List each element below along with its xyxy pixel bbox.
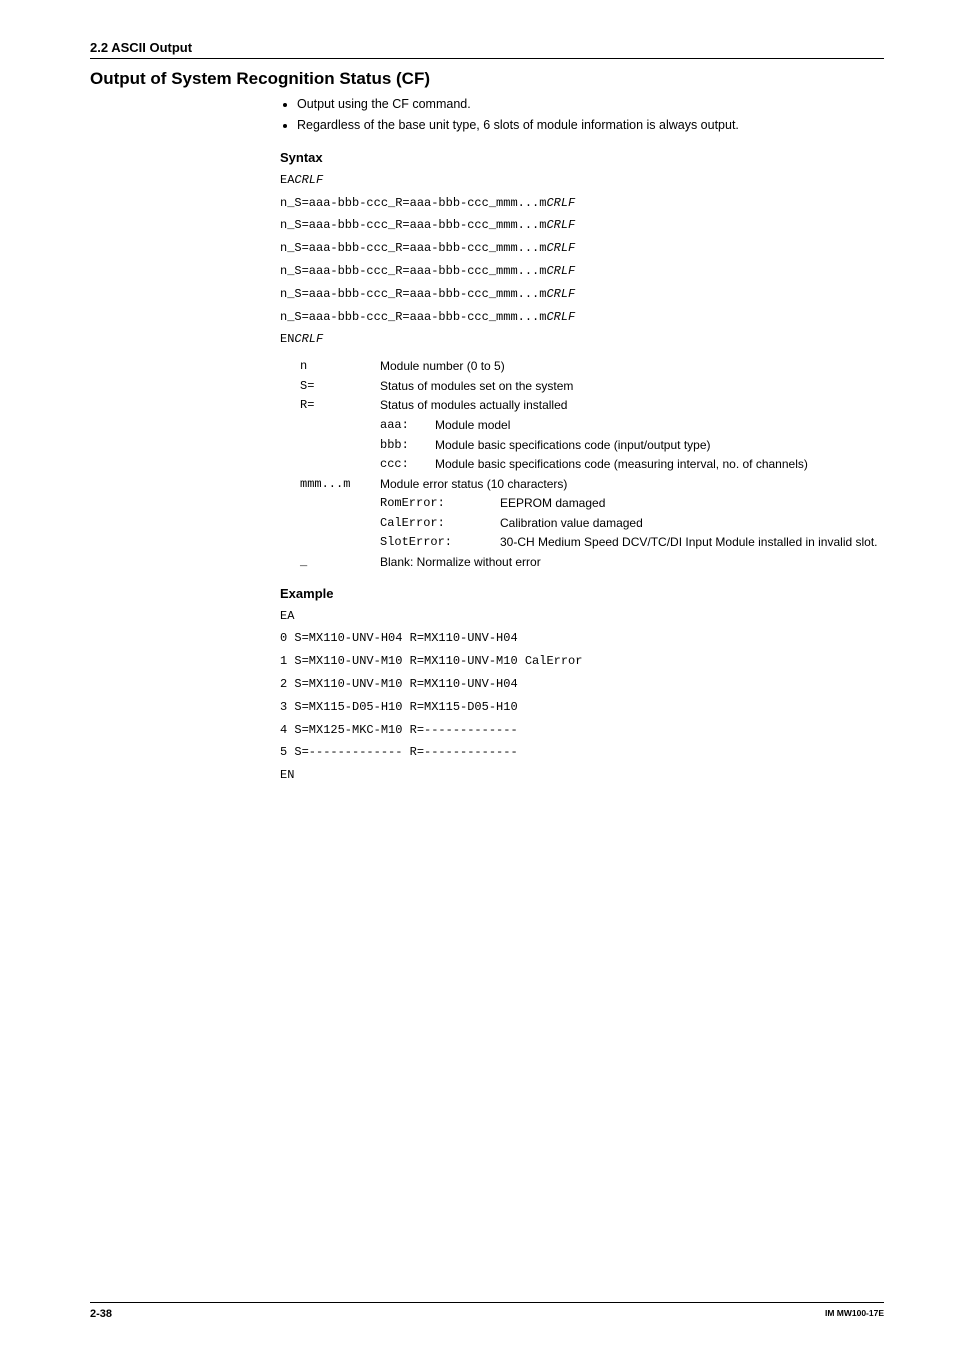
sub-val: EEPROM damaged	[500, 494, 884, 513]
sub-key: CalError:	[380, 514, 500, 533]
section-header: 2.2 ASCII Output	[90, 40, 884, 59]
sub-val: Module basic specifications code (measur…	[435, 455, 884, 474]
def-key: _	[300, 553, 380, 572]
def-key: R=	[300, 396, 380, 415]
def-key: S=	[300, 377, 380, 396]
page-number: 2-38	[90, 1308, 112, 1320]
def-row: mmm...m Module error status (10 characte…	[300, 475, 884, 494]
def-val: Module error status (10 characters)	[380, 475, 884, 494]
sub-row: bbb: Module basic specifications code (i…	[380, 436, 884, 455]
sub-val: Calibration value damaged	[500, 514, 884, 533]
doc-id: IM MW100-17E	[825, 1308, 884, 1320]
sub-row: aaa: Module model	[380, 416, 884, 435]
def-row: _ Blank: Normalize without error	[300, 553, 884, 572]
sub-row: RomError: EEPROM damaged	[380, 494, 884, 513]
def-val: Status of modules actually installed	[380, 396, 884, 415]
def-val: Status of modules set on the system	[380, 377, 884, 396]
sub-key: bbb:	[380, 436, 435, 455]
bullet-list: Output using the CF command. Regardless …	[280, 95, 884, 136]
syntax-block: EACRLF n_S=aaa-bbb-ccc_R=aaa-bbb-ccc_mmm…	[280, 169, 884, 351]
bullet-item: Output using the CF command.	[297, 95, 884, 114]
sub-val: 30-CH Medium Speed DCV/TC/DI Input Modul…	[500, 533, 884, 552]
def-row: n Module number (0 to 5)	[300, 357, 884, 376]
syntax-heading: Syntax	[280, 150, 884, 165]
sub-val: Module basic specifications code (input/…	[435, 436, 884, 455]
sub-row: CalError: Calibration value damaged	[380, 514, 884, 533]
sub-key: aaa:	[380, 416, 435, 435]
def-row: R= Status of modules actually installed	[300, 396, 884, 415]
def-key: mmm...m	[300, 475, 380, 494]
sub-val: Module model	[435, 416, 884, 435]
definitions-table: n Module number (0 to 5) S= Status of mo…	[300, 357, 884, 572]
def-row: S= Status of modules set on the system	[300, 377, 884, 396]
bullet-item: Regardless of the base unit type, 6 slot…	[297, 116, 884, 135]
sub-key: ccc:	[380, 455, 435, 474]
main-heading: Output of System Recognition Status (CF)	[90, 69, 884, 89]
sub-row: ccc: Module basic specifications code (m…	[380, 455, 884, 474]
page-footer: 2-38 IM MW100-17E	[90, 1302, 884, 1320]
sub-key: SlotError:	[380, 533, 500, 552]
def-val: Blank: Normalize without error	[380, 553, 884, 572]
def-key: n	[300, 357, 380, 376]
example-heading: Example	[280, 586, 884, 601]
sub-key: RomError:	[380, 494, 500, 513]
example-block: EA 0 S=MX110-UNV-H04 R=MX110-UNV-H04 1 S…	[280, 605, 884, 787]
sub-row: SlotError: 30-CH Medium Speed DCV/TC/DI …	[380, 533, 884, 552]
def-val: Module number (0 to 5)	[380, 357, 884, 376]
